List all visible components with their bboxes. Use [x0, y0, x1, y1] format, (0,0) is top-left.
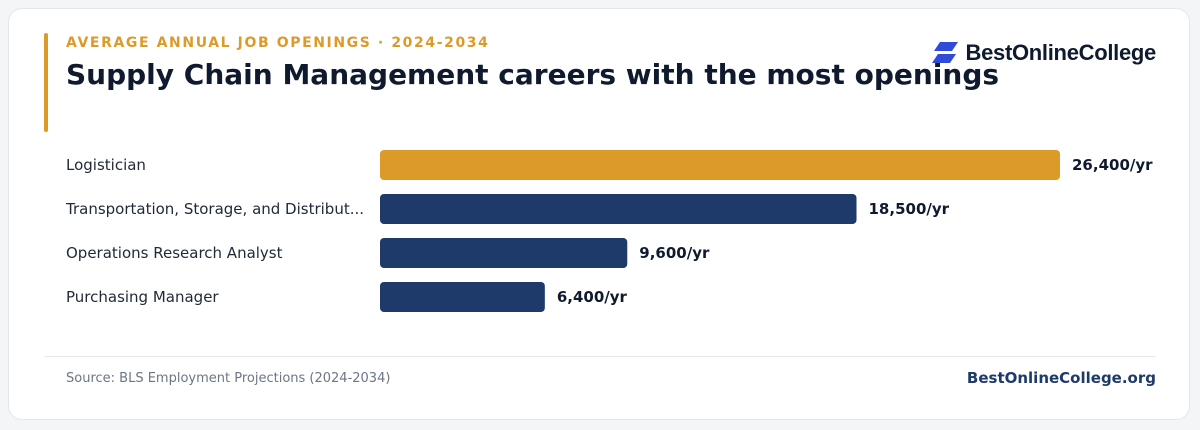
bar: [380, 194, 857, 224]
bar: [380, 150, 1060, 180]
eyebrow-label: AVERAGE ANNUAL JOB OPENINGS · 2024-2034: [66, 35, 490, 51]
brand-name: BestOnlineCollege: [965, 40, 1157, 65]
bar-chart: Logistician 26,400/yr Transportation, Stor…: [65, 150, 1153, 312]
brand-icon: [931, 42, 958, 63]
category-label: Operations Research Analyst: [66, 244, 283, 262]
value-label: 26,400/yr: [1072, 156, 1153, 174]
category-label: Transportation, Storage, and Distribut..…: [65, 200, 364, 218]
chart-title: Supply Chain Management careers with the…: [66, 58, 1000, 91]
brand-logo: BestOnlineCollege: [931, 40, 1157, 66]
category-label: Logistician: [66, 156, 146, 174]
footer-divider: [44, 356, 1156, 357]
value-label: 18,500/yr: [869, 200, 950, 218]
category-label: Purchasing Manager: [66, 288, 219, 306]
site-url: BestOnlineCollege.org: [966, 369, 1156, 387]
value-label: 6,400/yr: [557, 288, 628, 306]
bar: [380, 238, 628, 268]
accent-rule: [44, 33, 48, 132]
source-note: Source: BLS Employment Projections (2024…: [66, 371, 391, 386]
bar: [380, 282, 545, 312]
value-label: 9,600/yr: [639, 244, 710, 262]
